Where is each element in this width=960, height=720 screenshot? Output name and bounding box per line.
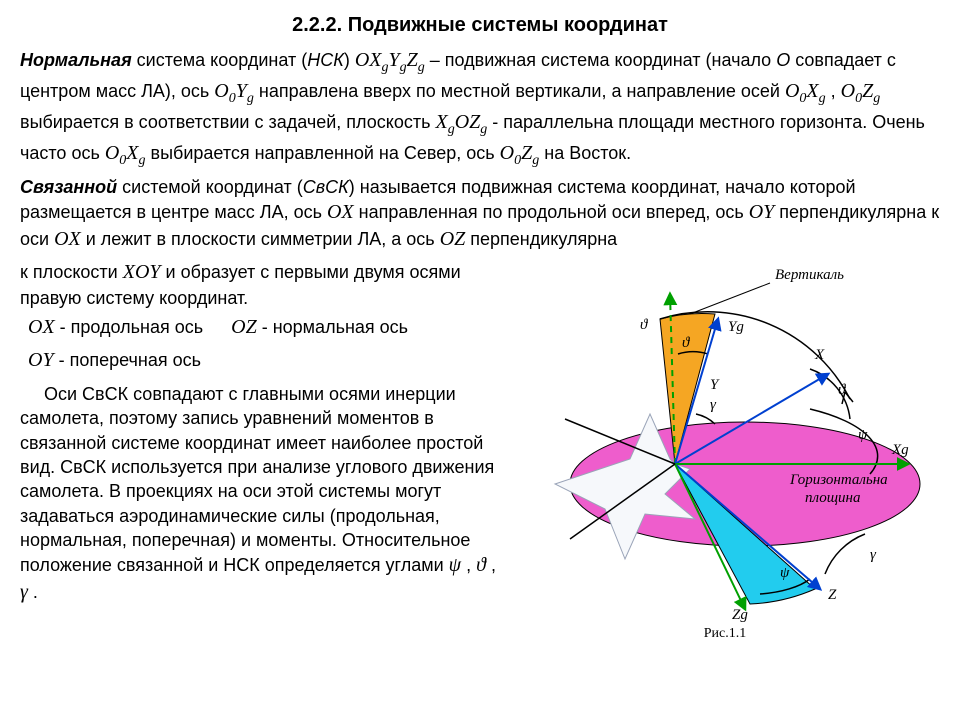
svg-text:Zg: Zg — [732, 607, 748, 623]
paragraph-1: Нормальная система координат (НСК) OXgYg… — [20, 47, 940, 171]
paragraph-3: к плоскости XOY и образует с первыми дву… — [20, 259, 500, 310]
svg-text:ψ: ψ — [780, 565, 790, 581]
term-normal: Нормальная — [20, 50, 132, 70]
svg-text:Y: Y — [710, 377, 720, 393]
axis-definitions: OX - продольная ось OZ - нормальная ось … — [28, 314, 500, 374]
svg-text:Вертикаль: Вертикаль — [775, 267, 844, 283]
svg-text:ϑ: ϑ — [640, 317, 649, 333]
svg-text:ψ: ψ — [858, 427, 868, 443]
paragraph-2: Связанной системой координат (СвСК) назы… — [20, 175, 940, 253]
figure-caption: Рис.1.1 — [510, 625, 940, 644]
svg-text:Z: Z — [828, 587, 837, 603]
svg-text:γ: γ — [870, 547, 877, 563]
svg-text:Xg: Xg — [891, 442, 909, 458]
svg-text:γ: γ — [710, 397, 717, 413]
coordinate-diagram: ВертикальYgYXXgГоризонтальнаплощинаZgZϑϑ… — [510, 259, 940, 629]
paragraph-4: Оси СвСК совпадают с главными осями инер… — [20, 382, 500, 606]
diagram-container: ВертикальYgYXXgГоризонтальнаплощинаZgZϑϑ… — [510, 259, 940, 644]
term-bound: Связанной — [20, 177, 117, 197]
svg-text:Горизонтальна: Горизонтальна — [789, 472, 888, 488]
left-column: к плоскости XOY и образует с первыми дву… — [20, 259, 500, 644]
svg-text:Yg: Yg — [728, 319, 744, 335]
svg-text:площина: площина — [805, 490, 861, 506]
section-title: 2.2.2. Подвижные системы координат — [20, 12, 940, 39]
svg-text:X: X — [814, 347, 825, 363]
